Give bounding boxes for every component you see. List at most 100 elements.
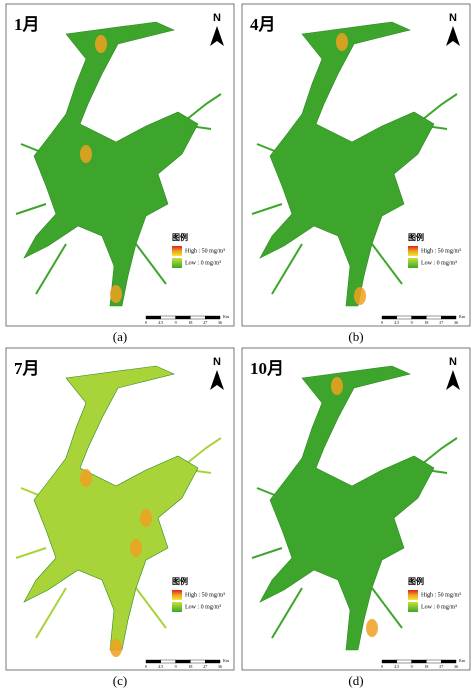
scale-segment: [160, 315, 176, 320]
legend-low: Low : 0 mg/m³: [421, 604, 457, 610]
scale-tick: 36: [454, 320, 458, 325]
scale-segment: [145, 659, 162, 664]
scale-tick: 36: [454, 664, 458, 669]
hotspot: [354, 287, 366, 305]
scale-segment: [440, 315, 457, 320]
panel-label: (c): [113, 673, 127, 688]
tributary: [251, 547, 283, 559]
scale-segment: [381, 659, 398, 664]
legend-title: 图例: [408, 576, 424, 586]
scale-tick: 0: [381, 320, 383, 325]
scale-tick: 18: [424, 320, 428, 325]
hotspot: [110, 285, 122, 303]
lake-area: [23, 21, 199, 307]
legend-high: High : 50 mg/m³: [185, 248, 225, 254]
legend-low-swatch: [408, 602, 418, 612]
scale-tick: 0: [145, 320, 147, 325]
month-label: 4月: [250, 15, 276, 34]
scale-segment: [396, 659, 412, 664]
scale-tick: 27: [203, 664, 207, 669]
hotspot: [331, 377, 343, 395]
scale-tick: 4.5: [158, 320, 163, 325]
scale-tick: 9: [411, 664, 413, 669]
legend-high-swatch: [172, 590, 182, 600]
map-panel: 1月 N 图例 High : 50 mg/m³ Low : 0 mg/m³ 0 4.5 9 18…: [5, 3, 235, 327]
hotspot: [336, 33, 348, 51]
legend-high-swatch: [172, 246, 182, 256]
scale-tick: 27: [203, 320, 207, 325]
tributary: [135, 243, 167, 285]
tributary: [15, 203, 47, 215]
tributary: [15, 547, 47, 559]
legend-low: Low : 0 mg/m³: [185, 260, 221, 266]
legend-low-swatch: [408, 258, 418, 268]
scale-tick: 27: [439, 320, 443, 325]
hotspot: [95, 35, 107, 53]
tributary: [251, 203, 283, 215]
scale-segment: [160, 659, 176, 664]
north-arrow: [446, 370, 460, 390]
hotspot: [80, 145, 92, 163]
scale-unit: Km: [459, 314, 466, 319]
scale-segment: [175, 659, 191, 664]
month-label: 1月: [14, 15, 40, 34]
north-label: N: [213, 12, 221, 24]
legend-title: 图例: [172, 232, 188, 242]
scale-tick: 9: [175, 320, 177, 325]
lake-area: [259, 365, 435, 651]
scale-tick: 27: [439, 664, 443, 669]
legend-high: High : 50 mg/m³: [421, 248, 461, 254]
scale-segment: [411, 659, 427, 664]
map-panel: 10月 N 图例 High : 50 mg/m³ Low : 0 mg/m³ 0 4.5 9 1…: [241, 347, 471, 671]
north-label: N: [449, 356, 457, 368]
north-arrow: [210, 26, 224, 46]
scale-tick: 9: [411, 320, 413, 325]
scale-segment: [175, 315, 191, 320]
month-label: 10月: [250, 359, 284, 378]
hotspot: [140, 509, 152, 527]
scale-tick: 36: [218, 664, 222, 669]
legend-low-swatch: [172, 602, 182, 612]
scale-tick: 0: [145, 664, 147, 669]
legend-high: High : 50 mg/m³: [421, 592, 461, 598]
hotspot: [366, 619, 378, 637]
scale-segment: [426, 659, 442, 664]
scale-segment: [396, 315, 412, 320]
map-panel: 4月 N 图例 High : 50 mg/m³ Low : 0 mg/m³ 0 4.5 9 18…: [241, 3, 471, 327]
scale-segment: [411, 315, 427, 320]
tributary: [371, 243, 403, 285]
tributary: [271, 243, 303, 295]
north-arrow: [446, 26, 460, 46]
tributary: [371, 587, 403, 629]
tributary: [35, 243, 67, 295]
north-label: N: [213, 356, 221, 368]
tributary: [271, 587, 303, 639]
scale-segment: [190, 659, 206, 664]
legend-high: High : 50 mg/m³: [185, 592, 225, 598]
scale-unit: Km: [223, 314, 230, 319]
scale-segment: [381, 315, 398, 320]
scale-tick: 4.5: [394, 664, 399, 669]
panel-label: (b): [348, 329, 363, 344]
scale-tick: 18: [188, 320, 192, 325]
scale-segment: [204, 315, 221, 320]
legend-low: Low : 0 mg/m³: [185, 604, 221, 610]
tributary: [35, 587, 67, 639]
hotspot: [130, 539, 142, 557]
scale-tick: 4.5: [158, 664, 163, 669]
tributary: [135, 587, 167, 629]
legend-high-swatch: [408, 246, 418, 256]
scale-tick: 9: [175, 664, 177, 669]
legend-high-swatch: [408, 590, 418, 600]
map-panel: 7月 N 图例 High : 50 mg/m³ Low : 0 mg/m³ 0 4.5 9 18…: [5, 347, 235, 671]
lake-area: [23, 365, 199, 651]
hotspot: [110, 639, 122, 657]
scale-segment: [440, 659, 457, 664]
scale-tick: 18: [424, 664, 428, 669]
legend-title: 图例: [408, 232, 424, 242]
scale-unit: Km: [223, 658, 230, 663]
legend-low: Low : 0 mg/m³: [421, 260, 457, 266]
scale-segment: [204, 659, 221, 664]
legend-low-swatch: [172, 258, 182, 268]
